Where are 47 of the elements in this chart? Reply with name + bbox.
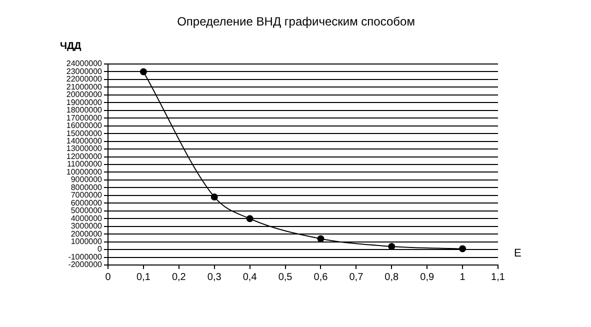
y-tick-label: 22000000	[66, 74, 103, 84]
x-tick-label: 0,1	[136, 272, 151, 283]
y-tick-label: 7000000	[70, 190, 103, 200]
y-tick-label: 4000000	[70, 214, 103, 223]
y-tick-label: 12000000	[66, 152, 103, 161]
y-tick-label: 2000000	[70, 229, 103, 238]
x-axis-title: Е	[514, 248, 522, 260]
y-tick-label: 21000000	[66, 82, 103, 92]
y-tick-label: -2000000	[68, 260, 103, 270]
y-axis-title: ЧДД	[60, 40, 82, 52]
x-tick-label: 0,4	[242, 272, 258, 283]
x-tick-label: 0,2	[172, 272, 186, 283]
y-tick-label: 11000000	[67, 160, 103, 169]
x-tick-label: 0,3	[207, 272, 222, 283]
y-tick-label: 9000000	[70, 175, 103, 184]
x-tick-label: 0	[105, 272, 112, 283]
y-tick-label: 19000000	[66, 98, 103, 107]
x-tick-label: 1	[460, 272, 466, 283]
y-tick-label: 18000000	[66, 106, 103, 115]
y-tick-label: 17000000	[66, 113, 103, 122]
y-tick-label: 0	[98, 244, 103, 254]
point	[246, 215, 254, 222]
y-tick-label: 10000000	[66, 167, 103, 176]
y-tick-label: 20000000	[66, 90, 103, 100]
y-tick-label: 23000000	[66, 66, 103, 76]
y-tick-label: 14000000	[66, 136, 103, 146]
y-tick-label: 24000000	[66, 59, 103, 68]
y-tick-label: -1000000	[68, 252, 103, 262]
point	[210, 193, 218, 200]
y-tick-label: 13000000	[66, 144, 103, 154]
point	[317, 235, 324, 242]
point	[140, 68, 147, 76]
y-tick-label: 5000000	[70, 206, 103, 216]
x-tick-label: 0,6	[314, 272, 328, 283]
y-tick-label: 15000000	[66, 128, 103, 138]
x-tick-label: 0,7	[349, 272, 364, 283]
point	[388, 242, 396, 250]
y-tick-label: 16000000	[66, 121, 103, 130]
chart-title: Определение ВНД графическим способом	[177, 14, 415, 28]
y-tick-label: 6000000	[70, 198, 103, 208]
x-tick-label: 1,1	[491, 272, 506, 283]
y-tick-label: 3000000	[70, 222, 103, 231]
y-tick-label: 8000000	[70, 182, 103, 192]
y-tick-label: 1000000	[70, 237, 103, 246]
x-tick-label: 0,9	[420, 272, 434, 283]
x-tick-label: 0,8	[384, 272, 400, 283]
x-tick-label: 0,5	[278, 272, 293, 283]
